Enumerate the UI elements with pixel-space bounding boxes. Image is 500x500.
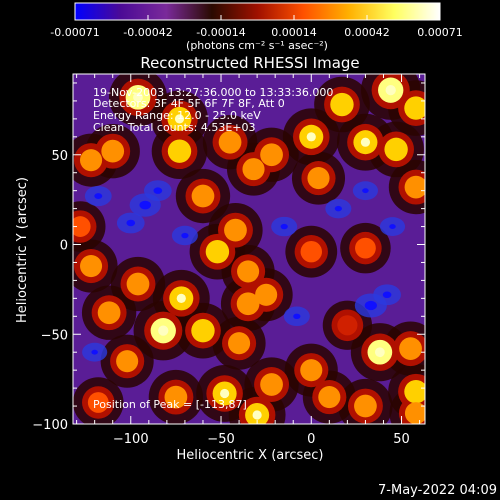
negative-core [153,187,163,194]
source-core [101,139,125,163]
source-core [191,184,215,208]
negative-core [382,291,392,299]
negative-core [181,232,189,239]
source-peak [252,410,262,420]
colorbar-tick-label: -0.00042 [123,26,172,39]
source-core [337,315,358,336]
negative-core [334,205,342,212]
source-core [355,237,376,259]
colorbar-tick-label: 0.00014 [271,26,317,39]
source-peak [176,293,186,303]
source-core [242,158,265,181]
source-core [228,332,251,355]
source-core [205,239,230,264]
source-peak [174,114,185,124]
source-peak [306,132,316,142]
source-core [300,240,322,263]
y-axis-label: Heliocentric Y (arcsec) [15,177,30,323]
negative-core [293,313,301,320]
x-tick-label: 0 [307,432,315,447]
source-core [300,359,323,382]
y-tick-label: −100 [32,418,68,433]
source-core [167,139,192,163]
negative-core [126,219,136,227]
plot-frame [72,73,426,425]
colorbar-tick-label: 0.00042 [344,26,390,39]
source-core [191,318,215,343]
x-tick-label: −50 [207,432,234,447]
source-core [330,92,354,117]
source-core [164,385,188,409]
chart-title: Reconstructed RHESSI Image [140,54,359,72]
x-tick-label: 50 [393,432,410,447]
y-tick-label: −50 [41,328,68,343]
source-core [307,167,330,190]
colorbar: -0.00071 -0.00042 -0.00014 0.00014 0.00042 0.… [50,2,463,52]
negative-core [389,224,396,230]
source-core [80,149,103,172]
source-peak [220,388,230,399]
x-axis-label: Heliocentric X (arcsec) [177,448,324,463]
colorbar-unit-label: (photons cm⁻² s⁻¹ asec⁻²) [186,39,328,52]
source-core [260,143,283,167]
source-core [236,292,260,316]
negative-core [362,188,369,194]
source-peak [158,325,169,336]
source-core [318,386,341,409]
source-core [384,137,408,162]
source-peak [385,85,396,96]
negative-core [364,300,377,311]
colorbar-ticks: -0.00071 -0.00042 -0.00014 0.00014 0.00042 0.… [50,15,463,39]
source-peak [374,347,385,358]
source-peak [133,92,143,103]
source-core [224,218,247,242]
source-core [255,283,278,306]
source-core [116,350,139,373]
y-tick-label: 50 [51,149,68,164]
source-core [73,216,91,237]
negative-core [94,193,103,200]
source-core [237,260,260,283]
source-core [97,301,121,325]
source-core [218,130,242,154]
source-core [404,96,425,120]
colorbar-tick-label: -0.00014 [196,26,245,39]
annotation-clean: Clean Total counts: 4.53E+03 [93,121,256,134]
annotation-time: 19-Nov-2003 13:27:36.000 to 13:33:36.000 [93,86,333,99]
annotations: 19-Nov-2003 13:27:36.000 to 13:33:36.000… [93,86,333,411]
negative-core [91,349,98,355]
heatmap-blobs [73,74,425,424]
heatmap-area: −100 −50 0 50 −100 −50 0 50 [32,73,426,447]
y-tick-label: 0 [60,239,68,254]
annotation-detectors: Detectors: 3F 4F 5F 6F 7F 8F, Att 0 [93,97,285,110]
x-tick-label: −100 [113,432,149,447]
source-peak [360,137,371,147]
source-core [80,255,103,278]
colorbar-strip [74,2,441,21]
source-core [404,402,425,424]
source-core [399,337,422,360]
footer-timestamp: 7-May-2022 04:09 [378,483,497,498]
peak-position-label: Position of Peak = [-113,87] [93,398,247,411]
source-core [126,272,150,296]
annotation-energy: Energy Range: 12.0 - 25.0 keV [93,109,261,122]
source-core [404,175,425,199]
colorbar-tick-label: 0.00071 [417,26,463,39]
colorbar-tick-label: -0.00071 [50,26,99,39]
axis-ticks: −100 −50 0 50 −100 −50 0 50 [32,74,425,447]
source-core [404,379,425,404]
source-core [87,392,109,413]
negative-core [280,223,288,230]
source-core [354,394,377,418]
negative-core [139,200,151,210]
source-core [260,373,283,396]
